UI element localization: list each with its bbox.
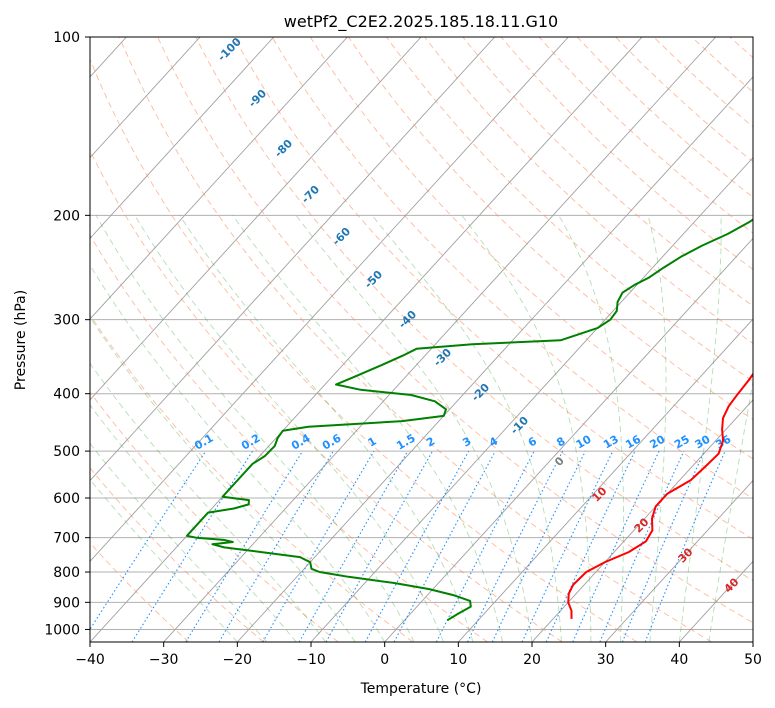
moist-adiabat-line <box>90 478 238 642</box>
dry-adiabat-line <box>309 37 753 460</box>
dry-adiabat-line <box>195 37 753 582</box>
dry-adiabat-line <box>386 37 753 382</box>
x-tick-label: 20 <box>523 652 541 668</box>
isotherm-line <box>90 37 496 482</box>
chart-title: wetPf2_C2E2.2025.185.18.11.G10 <box>284 12 558 32</box>
x-tick-label: 40 <box>670 652 688 668</box>
mixing-ratio-line <box>325 450 433 642</box>
dry-adiabat-line <box>90 234 488 642</box>
moist-adiabat-line <box>134 215 445 642</box>
isotherm-line <box>90 37 422 401</box>
dry-adiabat-line <box>348 37 753 421</box>
isotherm-line <box>531 399 753 642</box>
isotherm-line <box>384 237 753 642</box>
moist-adiabat-line <box>678 215 722 642</box>
mixing-ratio-line <box>467 450 564 642</box>
mixing-ratio-line <box>644 450 726 642</box>
moist-adiabat-line <box>647 215 667 642</box>
moist-adiabat-line <box>95 215 415 642</box>
x-tick-label: −20 <box>223 652 253 668</box>
mixing-ratio-line <box>90 450 207 631</box>
mixing-ratio-line <box>185 450 304 642</box>
x-tick-label: −30 <box>149 652 179 668</box>
dry-adiabat-line <box>157 37 753 624</box>
dewpoint-profile-line <box>185 218 753 622</box>
mixing-ratio-line <box>131 450 254 642</box>
moist-adiabat-line <box>232 215 503 642</box>
x-tick-label: 0 <box>380 652 389 668</box>
y-tick-label: 500 <box>53 444 80 460</box>
dry-adiabat-line <box>90 58 638 642</box>
y-tick-label: 300 <box>53 313 80 329</box>
y-tick-label: 900 <box>53 595 80 611</box>
x-tick-label: −10 <box>296 652 326 668</box>
dry-adiabat-line <box>271 37 753 500</box>
y-axis-title: Pressure (hPa) <box>13 290 29 390</box>
x-tick-label: 10 <box>449 652 467 668</box>
dry-adiabat-line <box>118 37 712 642</box>
moist-adiabat-line <box>461 215 592 642</box>
dry-adiabat-line <box>90 542 190 642</box>
y-tick-label: 700 <box>53 531 80 547</box>
temperature-profile-line <box>567 372 753 619</box>
isotherm-line <box>90 37 348 320</box>
moist-adiabat-line <box>708 379 753 642</box>
mixing-ratio-line <box>621 450 705 642</box>
isotherm-line <box>605 479 753 642</box>
x-tick-label: 30 <box>597 652 615 668</box>
y-tick-label: 800 <box>53 565 80 581</box>
moist-adiabat-line <box>90 264 386 642</box>
isotherm-line <box>90 37 643 642</box>
y-tick-label: 1000 <box>44 622 80 638</box>
isotherm-line <box>458 318 753 642</box>
isotherm-line <box>90 37 569 562</box>
x-tick-label: 50 <box>744 652 762 668</box>
isotherm-line <box>163 37 717 642</box>
dry-adiabat-line <box>90 149 563 642</box>
y-tick-label: 400 <box>53 387 80 403</box>
isotherm-line <box>90 37 275 240</box>
moist-adiabat-line <box>90 316 356 642</box>
mixing-ratio-line <box>364 450 470 642</box>
y-tick-label: 200 <box>53 208 80 224</box>
x-axis-title: Temperature (°C) <box>360 681 482 697</box>
y-tick-label: 600 <box>53 491 80 507</box>
moist-adiabat-line <box>371 215 562 642</box>
mixing-ratio-line <box>572 450 660 642</box>
x-tick-label: −40 <box>75 652 105 668</box>
moist-adiabat-line <box>90 442 268 642</box>
mixing-ratio-line <box>599 450 685 642</box>
isotherm-line <box>237 76 753 642</box>
moist-adiabat-line <box>558 215 624 642</box>
mixing-ratio-line <box>393 450 496 642</box>
y-tick-label: 100 <box>53 30 80 46</box>
plot-frame <box>89 36 754 643</box>
isotherm-line <box>90 37 201 159</box>
dry-adiabat-line <box>90 467 264 642</box>
dry-adiabat-line <box>233 37 753 540</box>
